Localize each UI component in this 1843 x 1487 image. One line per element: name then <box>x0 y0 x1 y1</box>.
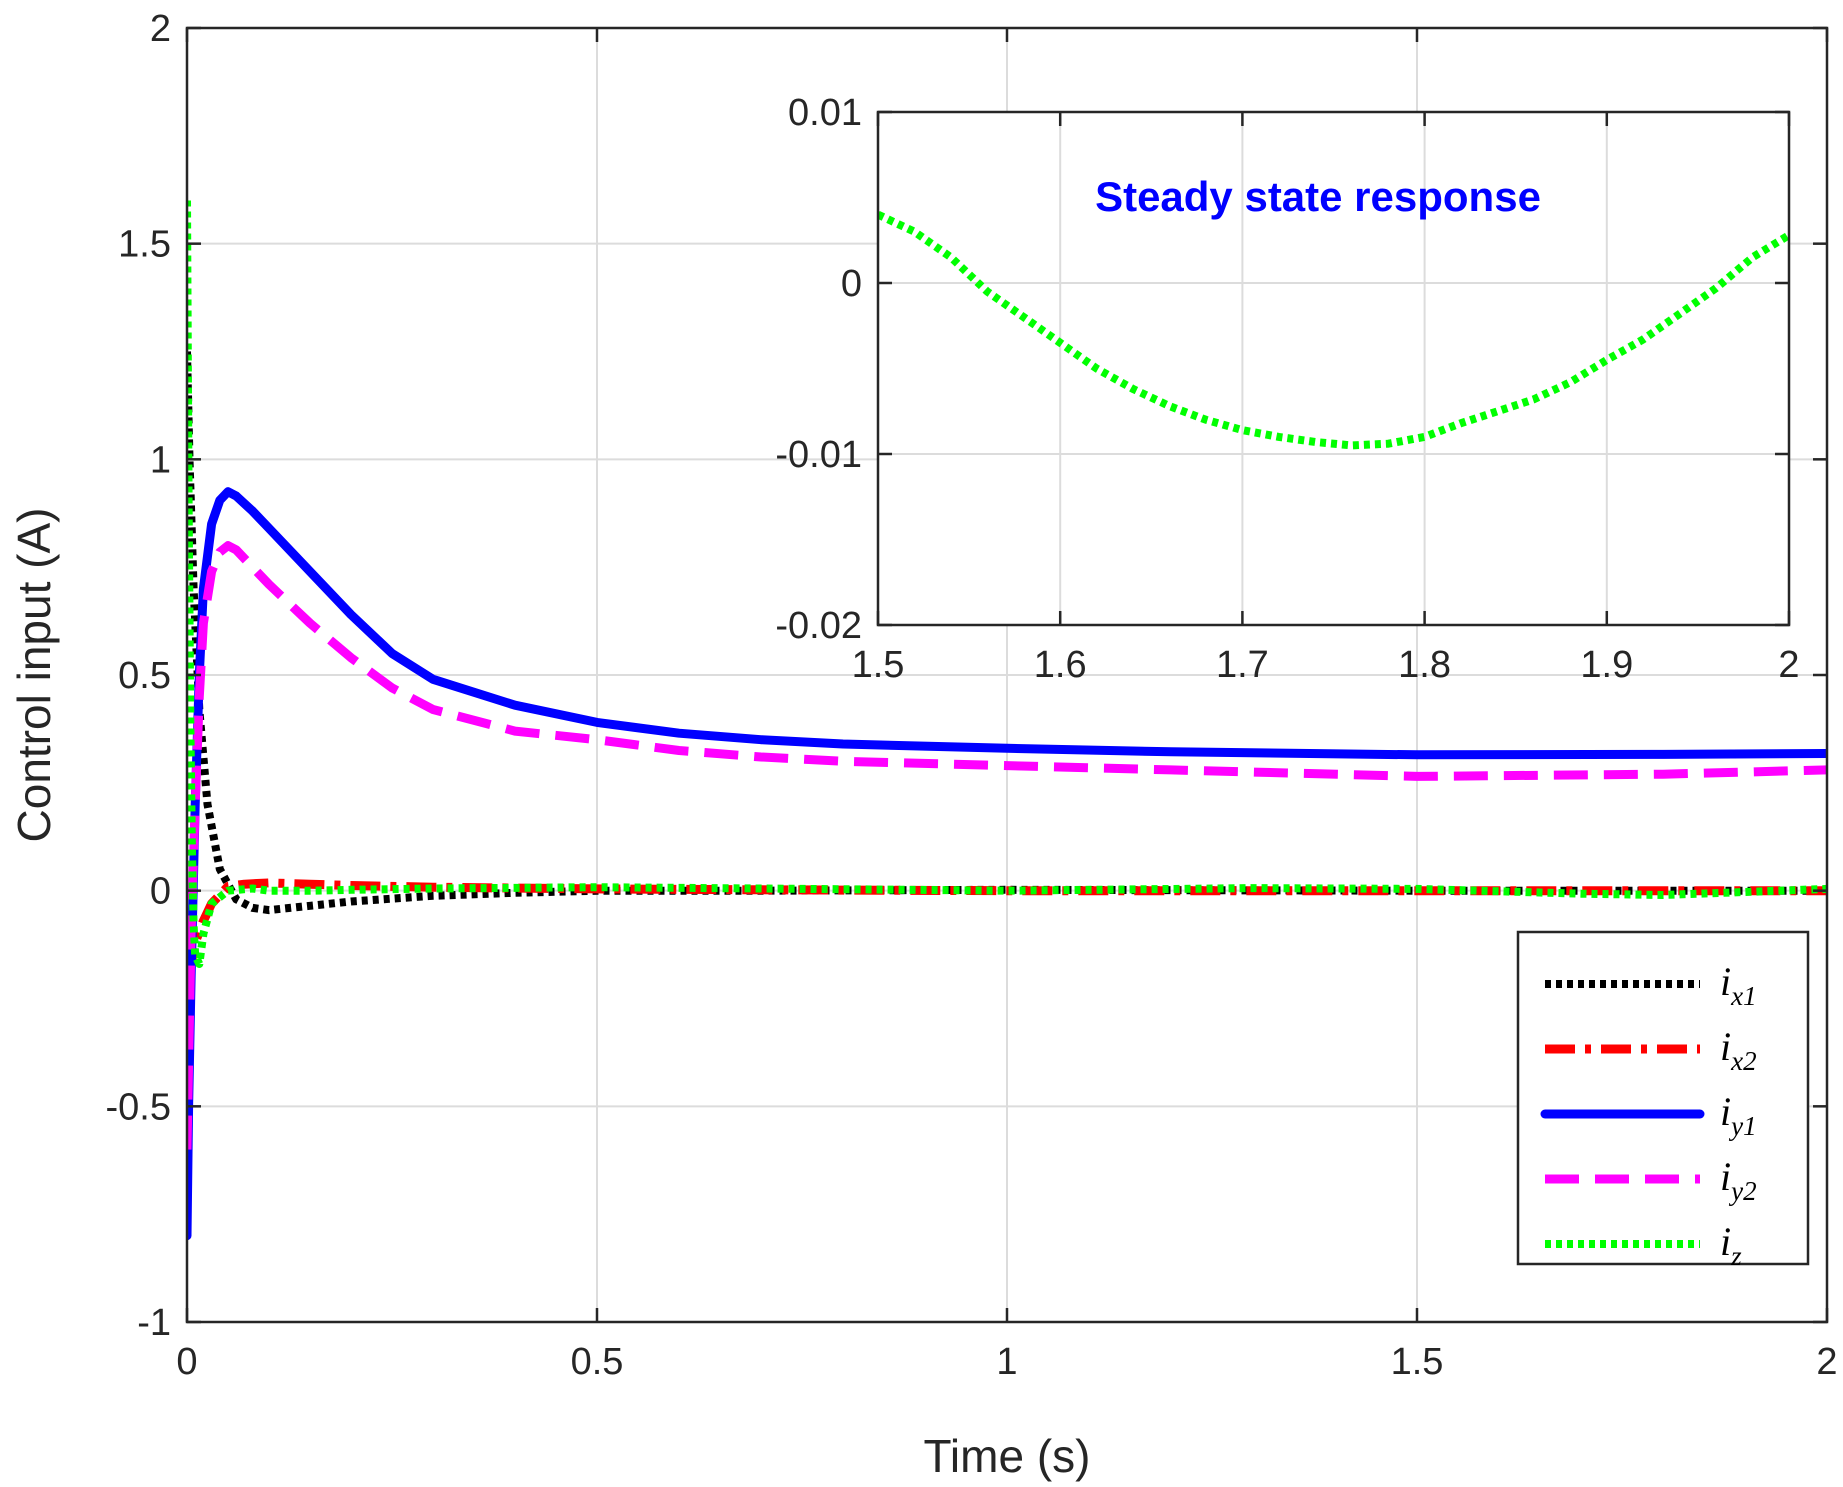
legend-label-ix2: ix2 <box>1720 1024 1757 1076</box>
legend-label-iy2: iy2 <box>1720 1154 1757 1206</box>
main-y-tick-label: -0.5 <box>106 1086 171 1128</box>
main-y-tick-label: 1 <box>150 439 171 481</box>
main-x-tick-label: 0.5 <box>571 1341 624 1383</box>
main-y-tick-label: 2 <box>150 8 171 50</box>
legend-label-main: i <box>1720 1089 1731 1134</box>
inset-axes: 1.5 1.6 1.7 1.8 1.9 2 -0.02 -0.01 0 0.01 Steady s… <box>775 92 1799 686</box>
main-y-tick-label: 0 <box>150 871 171 913</box>
legend-label-ix1: ix1 <box>1720 959 1757 1011</box>
legend-label-subscript: y1 <box>1728 1111 1756 1141</box>
legend-label-subscript: z <box>1730 1241 1742 1271</box>
main-y-tick-label: 0.5 <box>118 655 171 697</box>
main-y-tick-label: -1 <box>137 1302 171 1344</box>
inset-x-tick-label: 1.5 <box>852 644 905 686</box>
main-series-ix2 <box>187 878 1827 979</box>
inset-series-iz <box>878 210 1789 450</box>
legend-label-subscript: y2 <box>1728 1176 1756 1206</box>
legend-label-main: i <box>1720 1219 1731 1264</box>
legend-label-iz: iz <box>1720 1219 1742 1271</box>
inset-y-tick-label: -0.01 <box>775 434 862 476</box>
main-ticks: 0 0.5 1 1.5 2 -1 -0.5 0 0.5 1 1.5 2 <box>106 8 1838 1383</box>
legend-label-main: i <box>1720 959 1731 1004</box>
main-x-tick-label: 2 <box>1816 1341 1837 1383</box>
main-y-tick-label: 1.5 <box>118 224 171 266</box>
main-series-iy1 <box>187 487 1827 1241</box>
inset-y-tick-label: -0.02 <box>775 605 862 647</box>
legend-label-main: i <box>1720 1024 1731 1069</box>
inset-y-tick-label: 0.01 <box>788 92 862 134</box>
x-axis-title: Time (s) <box>924 1430 1091 1482</box>
inset-x-tick-label: 2 <box>1778 644 1799 686</box>
inset-title: Steady state response <box>1095 173 1541 220</box>
inset-x-tick-label: 1.8 <box>1398 644 1451 686</box>
inset-series-group <box>878 210 1789 450</box>
inset-y-tick-label: 0 <box>841 263 862 305</box>
main-series-group <box>187 200 1827 1241</box>
legend-box <box>1516 930 1810 1266</box>
y-axis-title: Control input (A) <box>8 508 60 843</box>
main-series-iy2 <box>187 541 1827 1150</box>
main-x-tick-label: 1.5 <box>1391 1341 1444 1383</box>
inset-plot-area <box>878 112 1789 625</box>
main-x-tick-label: 1 <box>996 1341 1017 1383</box>
legend-label-iy1: iy1 <box>1720 1089 1757 1141</box>
inset-axes-box <box>876 110 1791 627</box>
inset-x-tick-label: 1.9 <box>1580 644 1633 686</box>
legend-label-subscript: x1 <box>1730 981 1756 1011</box>
inset-x-tick-label: 1.6 <box>1034 644 1087 686</box>
legend-label-subscript: x2 <box>1730 1046 1756 1076</box>
inset-ticks: 1.5 1.6 1.7 1.8 1.9 2 -0.02 -0.01 0 0.01 <box>775 92 1799 686</box>
legend-label-main: i <box>1720 1154 1731 1199</box>
main-x-tick-label: 0 <box>176 1341 197 1383</box>
inset-x-tick-label: 1.7 <box>1216 644 1269 686</box>
